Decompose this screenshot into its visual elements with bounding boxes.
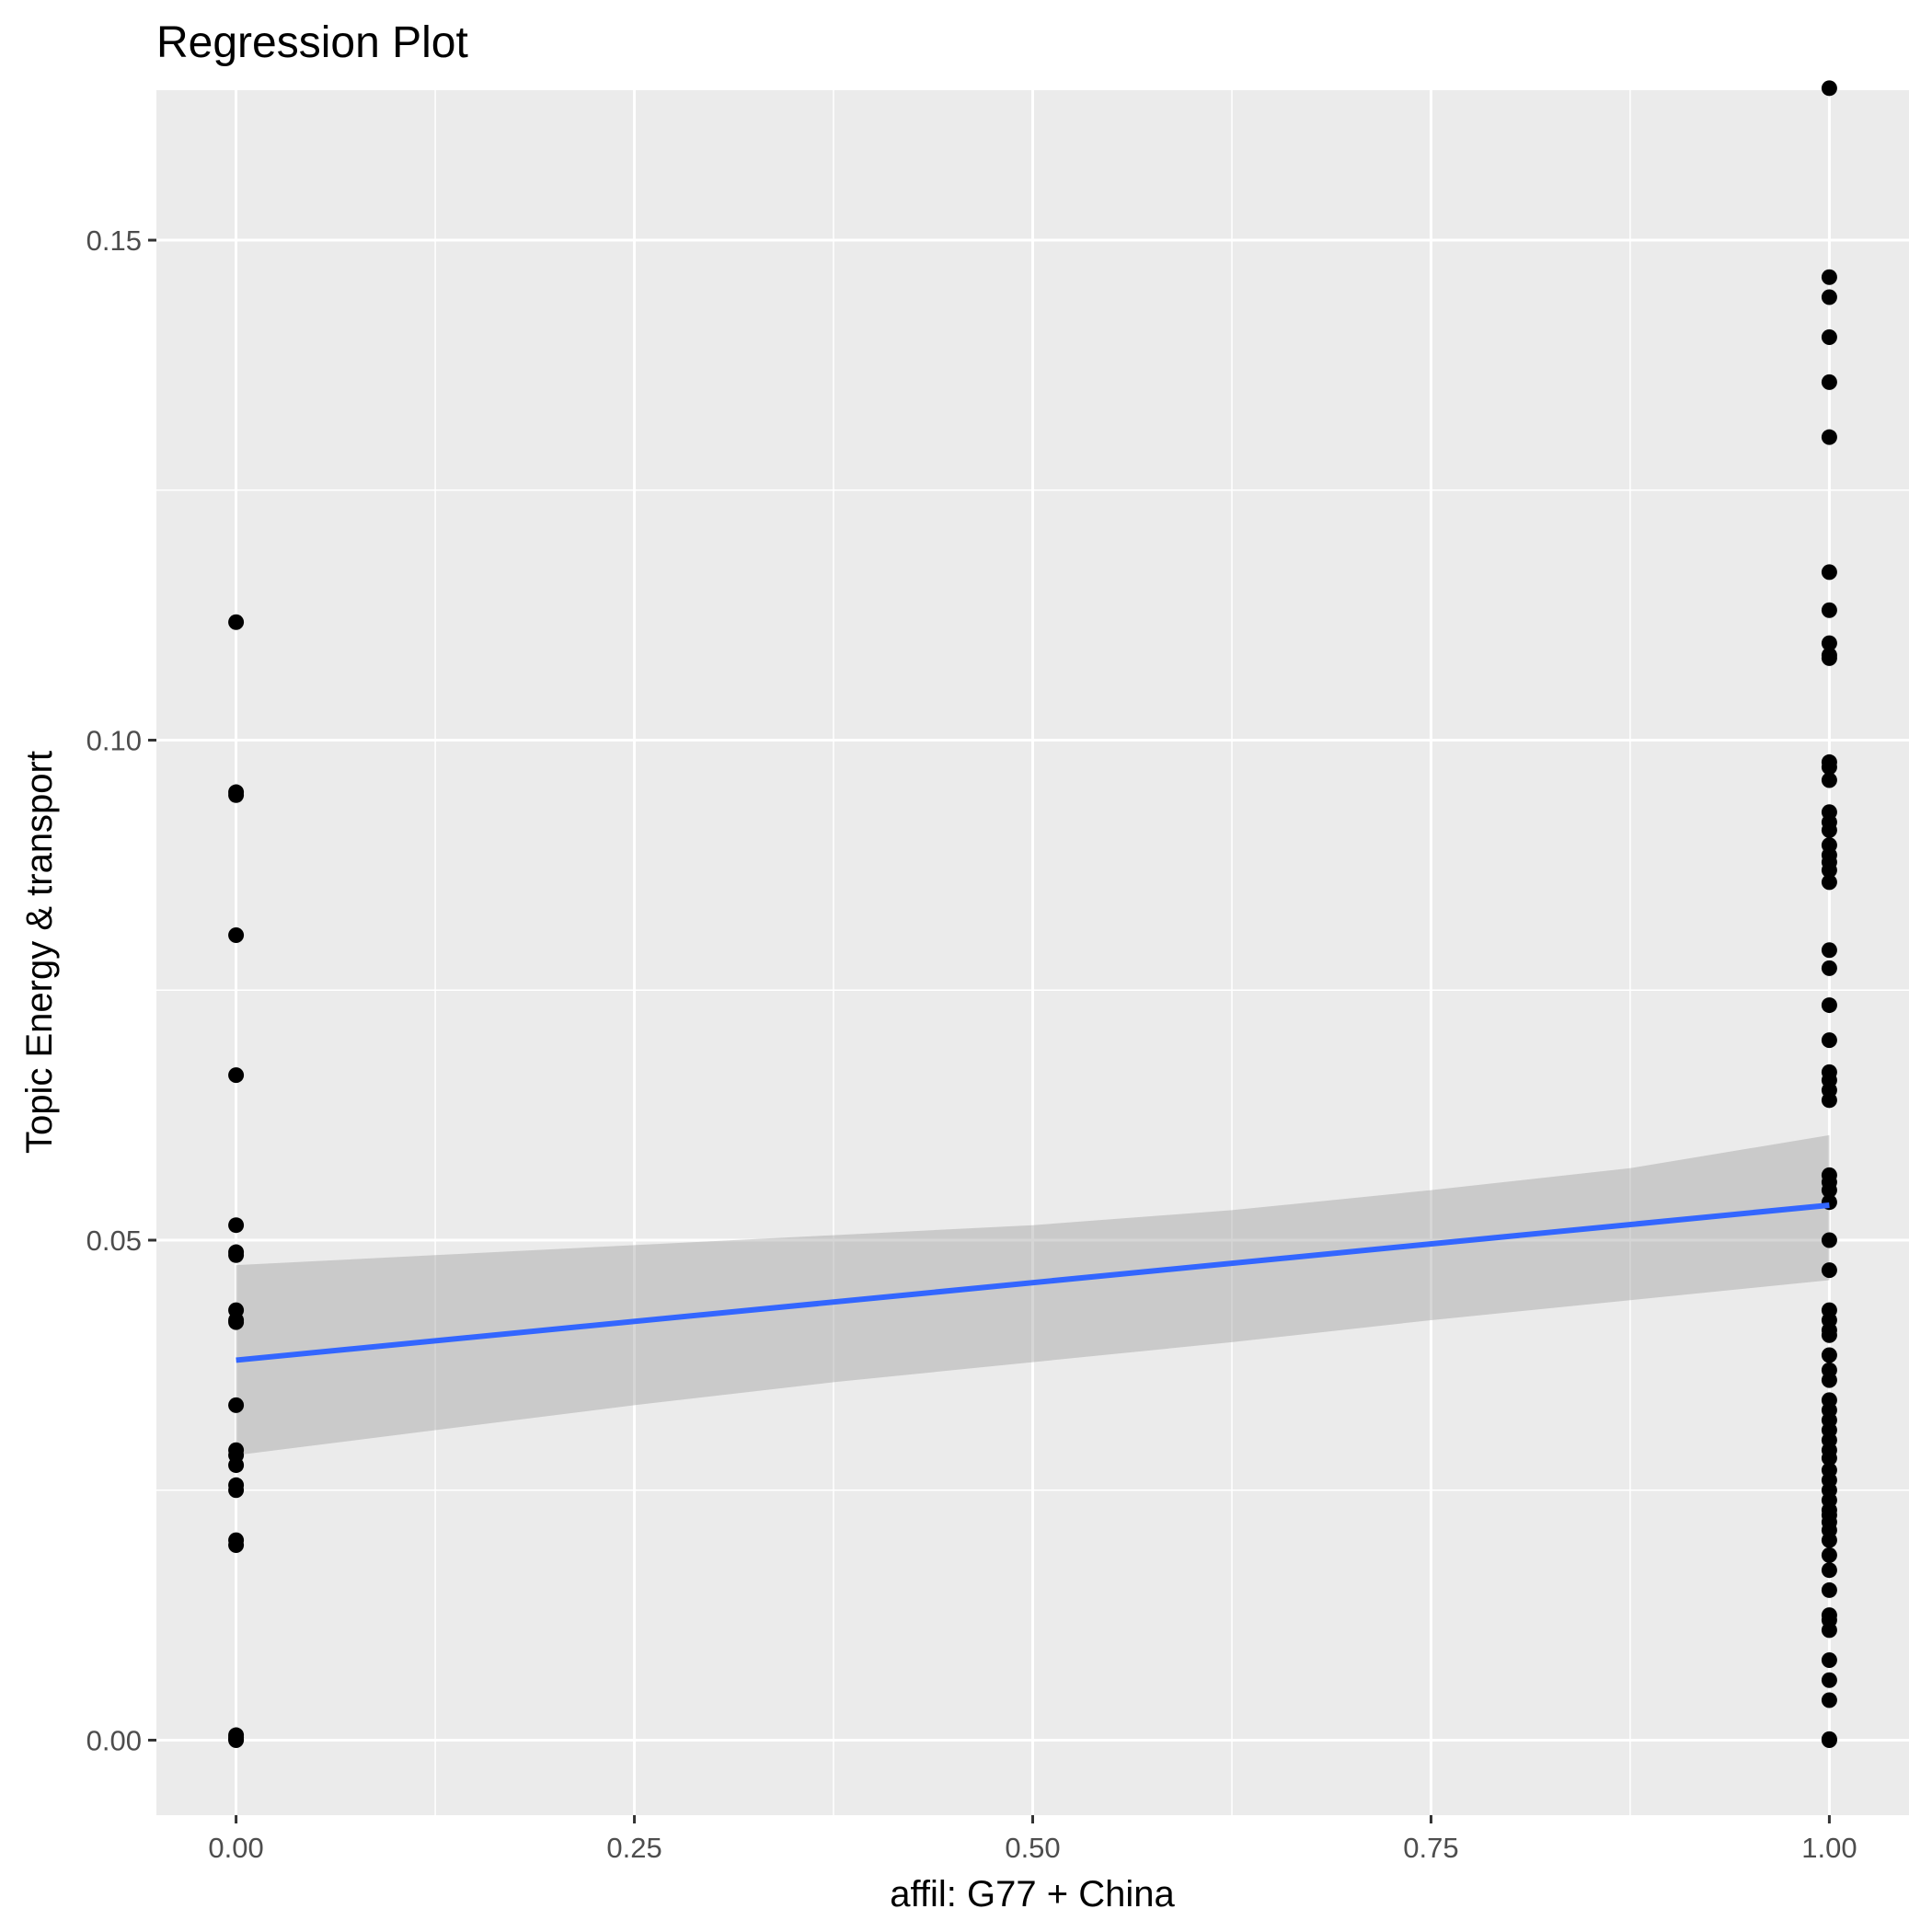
data-point — [1821, 1092, 1837, 1109]
x-tick-label: 1.00 — [1801, 1832, 1857, 1864]
data-point — [228, 1482, 245, 1499]
data-point — [1821, 997, 1837, 1014]
data-point — [1821, 1262, 1837, 1279]
data-point — [228, 787, 245, 803]
data-point — [228, 1397, 245, 1413]
data-point — [228, 1067, 245, 1084]
chart-title: Regression Plot — [156, 18, 468, 67]
data-point — [1821, 772, 1837, 788]
data-point — [1821, 1692, 1837, 1708]
data-point — [228, 1457, 245, 1474]
data-point — [1821, 862, 1837, 879]
data-point — [1821, 1652, 1837, 1669]
x-tick-label: 0.75 — [1403, 1832, 1458, 1864]
y-axis: 0.00 0.05 0.10 0.15 — [86, 224, 156, 1756]
data-point — [1821, 289, 1837, 305]
regression-line — [236, 1202, 1830, 1363]
major-gridlines — [156, 90, 1909, 1815]
x-tick-label: 0.25 — [606, 1832, 661, 1864]
x-tick-label: 0.50 — [1005, 1832, 1060, 1864]
data-point — [1821, 1532, 1837, 1548]
y-tick-label: 0.05 — [86, 1225, 142, 1257]
data-point — [228, 614, 245, 630]
y-tick-label: 0.00 — [86, 1724, 142, 1756]
data-point — [228, 1537, 245, 1554]
data-point — [1821, 429, 1837, 445]
data-point — [1821, 874, 1837, 891]
data-point — [228, 1217, 245, 1234]
data-point — [1821, 650, 1837, 666]
data-point — [1821, 1032, 1837, 1049]
data-point — [1821, 1622, 1837, 1639]
y-axis-title: Topic Energy & transport — [19, 751, 60, 1154]
data-point — [1821, 80, 1837, 97]
y-tick-label: 0.10 — [86, 725, 142, 757]
data-point — [1821, 822, 1837, 838]
data-point — [1821, 1731, 1837, 1748]
data-point — [228, 1314, 245, 1330]
x-axis: 0.00 0.25 0.50 0.75 1.00 — [208, 1815, 1857, 1864]
data-point — [1821, 1232, 1837, 1248]
data-point — [1821, 942, 1837, 959]
data-points — [228, 80, 1837, 1748]
data-point — [1821, 960, 1837, 976]
data-point — [1821, 1327, 1837, 1343]
data-point — [1821, 1450, 1837, 1466]
data-point — [1821, 1182, 1837, 1199]
data-point — [1821, 602, 1837, 618]
data-point — [228, 926, 245, 943]
data-point — [1821, 564, 1837, 581]
data-point — [228, 1247, 245, 1263]
data-point — [1821, 1562, 1837, 1579]
confidence-band — [236, 1134, 1830, 1455]
data-point — [1821, 635, 1837, 651]
data-point — [1821, 269, 1837, 285]
y-tick-label: 0.15 — [86, 224, 142, 257]
data-point — [1821, 328, 1837, 345]
data-point — [228, 1731, 245, 1748]
data-point — [1821, 1347, 1837, 1363]
data-point — [1821, 1547, 1837, 1563]
data-point — [1821, 374, 1837, 390]
data-point — [1821, 1672, 1837, 1688]
x-tick-label: 0.00 — [208, 1832, 263, 1864]
data-point — [1821, 1581, 1837, 1598]
data-point — [1821, 1372, 1837, 1388]
x-axis-title: affil: G77 + China — [890, 1874, 1175, 1915]
data-point — [1821, 759, 1837, 776]
